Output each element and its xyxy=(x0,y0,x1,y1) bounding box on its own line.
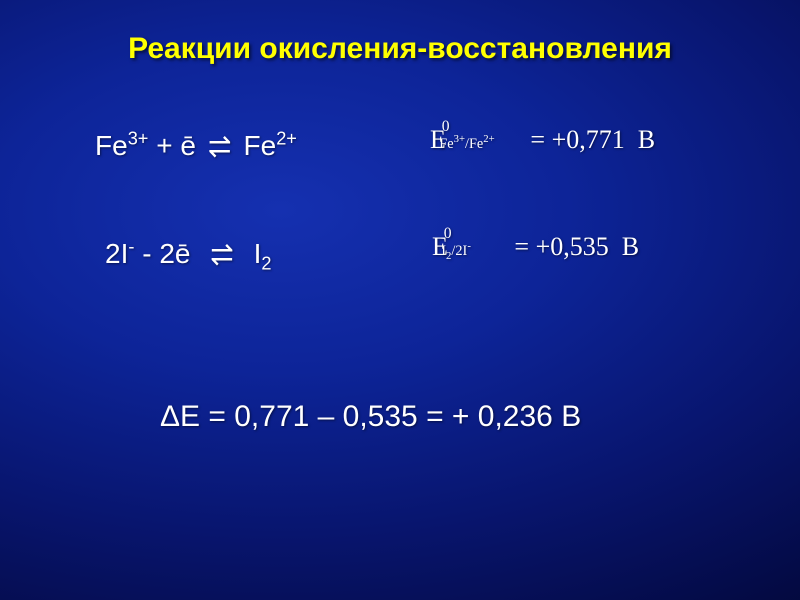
potential-iodine-value: +0,535 xyxy=(536,232,609,261)
i-op: - xyxy=(142,238,159,269)
potential-iodine: E 0 I2/2I- = +0,535 В xyxy=(432,232,639,262)
potential-iodine-symbol: E 0 I2/2I- xyxy=(432,232,448,262)
i-left-coeff: 2 xyxy=(105,238,121,269)
i-left-charge: - xyxy=(128,237,134,257)
slide-title: Реакции окисления-восстановления xyxy=(0,32,800,66)
potential-fe-eq: = xyxy=(530,125,545,154)
i-right-sub: 2 xyxy=(261,254,271,274)
potential-fe: E 0 Fe3+/Fe2+ = +0,771 В xyxy=(430,125,655,155)
fe-left-species: Fe xyxy=(95,130,128,161)
reversible-arrow-icon xyxy=(206,134,234,162)
potential-fe-pair: Fe3+/Fe2+ xyxy=(439,136,494,153)
fe-electron: ē xyxy=(180,130,196,161)
i-electron: ē xyxy=(175,238,191,269)
potential-fe-value: +0,771 xyxy=(552,125,625,154)
fe-right-species: Fe xyxy=(244,130,277,161)
slide: Реакции окисления-восстановления Fe3+ + … xyxy=(0,0,800,600)
fe-left-charge: 3+ xyxy=(128,129,149,149)
equation-fe: Fe3+ + ē Fe2+ xyxy=(95,130,297,162)
fe-op: + xyxy=(156,130,180,161)
potential-iodine-pair: I2/2I- xyxy=(441,243,471,260)
delta-e: ΔЕ = 0,771 – 0,535 = + 0,236 В xyxy=(160,400,581,434)
fe-right-charge: 2+ xyxy=(276,129,297,149)
equation-iodine: 2I- - 2ē I2 xyxy=(105,238,272,270)
reversible-arrow-icon xyxy=(208,242,236,270)
potential-fe-unit: В xyxy=(631,125,655,154)
potential-iodine-eq: = xyxy=(514,232,529,261)
potential-fe-symbol: E 0 Fe3+/Fe2+ xyxy=(430,125,446,155)
potential-iodine-unit: В xyxy=(615,232,639,261)
i-electron-coeff: 2 xyxy=(159,238,175,269)
